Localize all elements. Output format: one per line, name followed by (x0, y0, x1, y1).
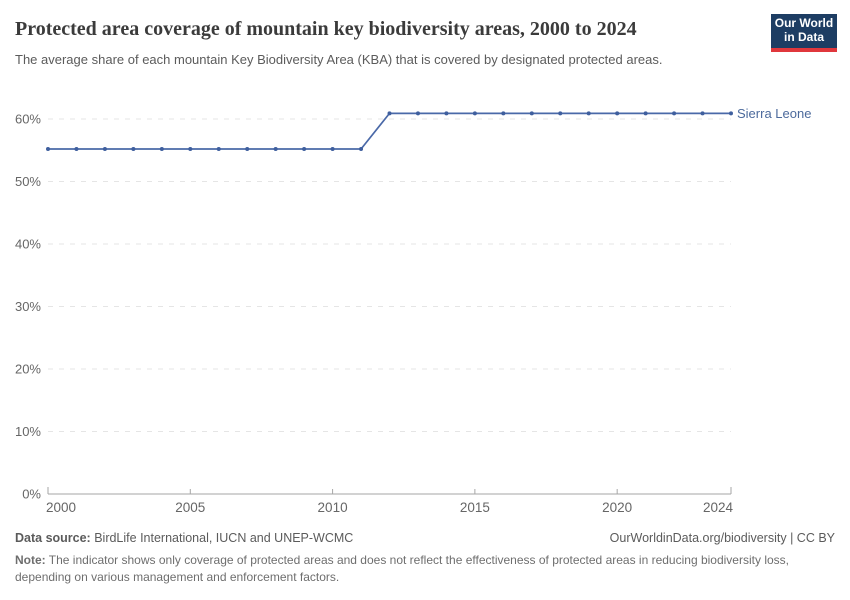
y-tick-label: 30% (15, 299, 41, 314)
data-point[interactable] (643, 111, 648, 116)
chart-footer: Data source: BirdLife International, IUC… (15, 531, 835, 587)
x-tick-label: 2015 (460, 500, 490, 515)
data-point[interactable] (586, 111, 591, 116)
y-tick-label: 50% (15, 174, 41, 189)
data-point[interactable] (672, 111, 677, 116)
y-tick-label: 20% (15, 362, 41, 377)
owid-logo-line1: Our World (774, 16, 834, 31)
data-point[interactable] (102, 147, 107, 151)
y-tick-label: 10% (15, 424, 41, 439)
data-point[interactable] (74, 147, 79, 151)
data-point[interactable] (216, 147, 221, 151)
series-label[interactable]: Sierra Leone (737, 106, 811, 121)
x-tick-label: 2005 (175, 500, 205, 515)
data-point[interactable] (359, 147, 364, 151)
note-label: Note: (15, 553, 46, 567)
data-point[interactable] (444, 111, 449, 116)
x-tick-label: 2020 (602, 500, 632, 515)
data-point[interactable] (472, 111, 477, 116)
chart-header: Protected area coverage of mountain key … (15, 16, 755, 67)
data-source-label: Data source: (15, 531, 91, 545)
data-point[interactable] (330, 147, 335, 151)
data-point[interactable] (387, 111, 392, 116)
data-point[interactable] (46, 147, 50, 151)
credit-link[interactable]: OurWorldinData.org/biodiversity | CC BY (609, 531, 835, 545)
chart-svg[interactable]: 0% 10% 20% 30% 40% 50% 60% 2000 2005 2010 2015 2020… (0, 95, 850, 525)
data-point[interactable] (558, 111, 563, 116)
data-point[interactable] (131, 147, 136, 151)
y-tick-label: 60% (15, 112, 41, 127)
data-point[interactable] (501, 111, 506, 116)
note-text: The indicator shows only coverage of pro… (15, 553, 789, 585)
x-tick-label: 2010 (318, 500, 348, 515)
y-tick-label: 40% (15, 237, 41, 252)
data-point[interactable] (700, 111, 705, 116)
data-source: Data source: BirdLife International, IUC… (15, 531, 353, 545)
data-point[interactable] (159, 147, 164, 151)
y-tick-label: 0% (22, 487, 41, 502)
data-point[interactable] (729, 111, 733, 116)
data-point[interactable] (415, 111, 420, 116)
owid-logo-line2: in Data (783, 30, 824, 44)
data-point[interactable] (273, 147, 278, 151)
chart-subtitle: The average share of each mountain Key B… (15, 52, 663, 67)
data-point[interactable] (245, 147, 250, 151)
x-tick-label: 2000 (46, 500, 76, 515)
data-point[interactable] (529, 111, 534, 116)
chart-note: Note: The indicator shows only coverage … (15, 552, 835, 587)
data-point[interactable] (615, 111, 620, 116)
data-point[interactable] (302, 147, 307, 151)
owid-logo[interactable]: Our World in Data (771, 14, 837, 52)
data-source-text: BirdLife International, IUCN and UNEP-WC… (90, 531, 354, 545)
page-title: Protected area coverage of mountain key … (15, 18, 637, 40)
data-point[interactable] (188, 147, 193, 151)
x-tick-label: 2024 (703, 500, 734, 515)
